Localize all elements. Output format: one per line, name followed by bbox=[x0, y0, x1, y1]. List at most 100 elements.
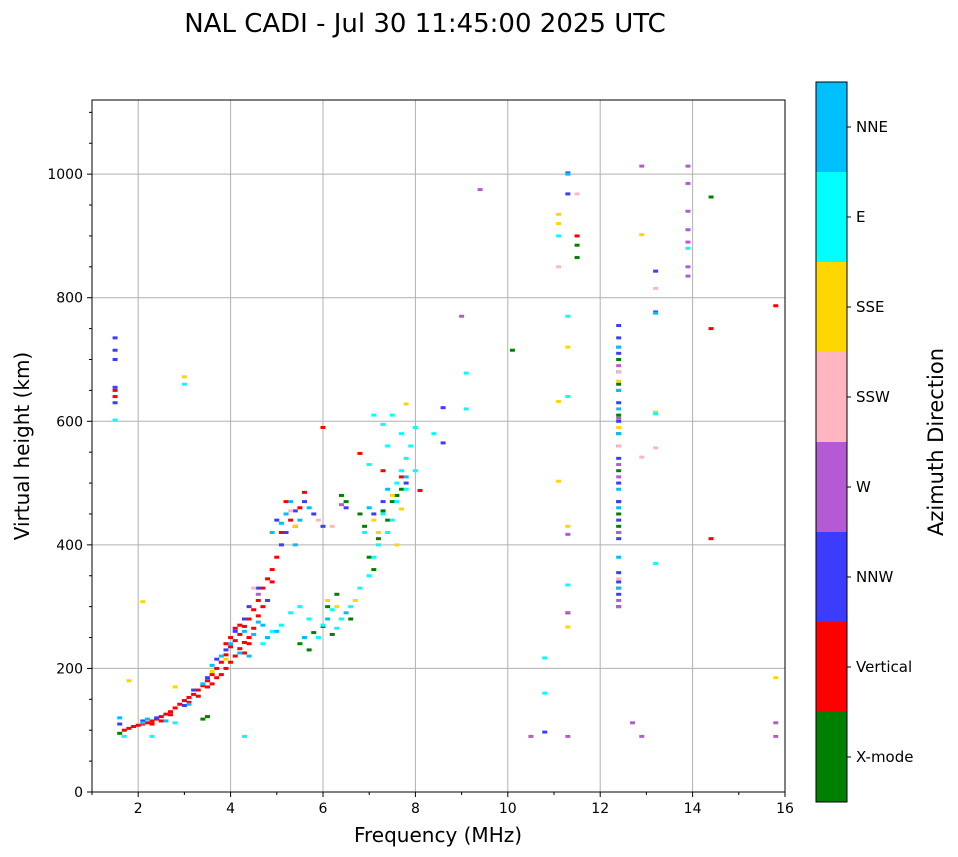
data-point bbox=[232, 626, 238, 630]
data-point bbox=[616, 416, 622, 420]
data-point bbox=[362, 531, 368, 534]
data-point bbox=[283, 500, 289, 504]
data-point bbox=[616, 345, 622, 349]
data-point bbox=[251, 632, 257, 636]
data-point bbox=[412, 425, 418, 429]
data-point bbox=[440, 441, 446, 445]
data-point bbox=[251, 626, 257, 630]
data-point bbox=[616, 531, 622, 534]
data-point bbox=[246, 617, 252, 621]
y-tick-label: 1000 bbox=[47, 167, 83, 183]
data-point bbox=[685, 164, 691, 168]
data-point bbox=[140, 721, 146, 725]
data-point bbox=[320, 524, 326, 528]
data-point bbox=[269, 568, 275, 572]
data-point bbox=[228, 636, 234, 640]
data-point bbox=[149, 722, 155, 726]
data-point bbox=[186, 702, 192, 706]
data-point bbox=[616, 432, 622, 436]
data-point bbox=[246, 605, 252, 609]
data-point bbox=[616, 379, 622, 383]
data-point bbox=[315, 636, 321, 640]
data-point bbox=[616, 401, 622, 405]
data-point bbox=[408, 444, 414, 448]
data-point bbox=[399, 469, 405, 473]
x-tick-label: 2 bbox=[134, 801, 143, 817]
data-point bbox=[574, 192, 580, 196]
data-point bbox=[565, 625, 571, 629]
data-point bbox=[616, 586, 622, 590]
data-point bbox=[403, 481, 409, 485]
data-point bbox=[274, 518, 280, 522]
data-point bbox=[158, 719, 164, 723]
data-point bbox=[565, 172, 571, 176]
data-point bbox=[112, 388, 118, 392]
data-point bbox=[232, 629, 238, 633]
data-point bbox=[269, 580, 275, 584]
data-point bbox=[556, 234, 562, 238]
data-point bbox=[246, 642, 252, 646]
data-point bbox=[616, 419, 622, 423]
data-point bbox=[205, 715, 210, 719]
data-point bbox=[205, 685, 210, 689]
colorbar-label: X-mode bbox=[856, 748, 913, 766]
data-point bbox=[685, 181, 691, 185]
data-point bbox=[163, 712, 169, 716]
data-point bbox=[126, 726, 132, 730]
data-point bbox=[394, 543, 400, 547]
data-point bbox=[241, 624, 247, 628]
data-point bbox=[223, 657, 229, 661]
data-point bbox=[366, 574, 372, 578]
data-point bbox=[168, 710, 174, 714]
data-point bbox=[177, 702, 183, 706]
data-point bbox=[352, 598, 358, 602]
data-point bbox=[403, 487, 409, 491]
data-point bbox=[556, 222, 562, 226]
data-point bbox=[616, 475, 622, 479]
data-point bbox=[205, 676, 210, 680]
data-point bbox=[708, 327, 714, 331]
plot-frame bbox=[91, 99, 786, 793]
data-point bbox=[556, 479, 562, 483]
data-point bbox=[241, 617, 247, 621]
data-point bbox=[685, 274, 691, 278]
data-point bbox=[334, 605, 340, 609]
data-point bbox=[542, 691, 548, 695]
data-point bbox=[237, 647, 243, 651]
data-point bbox=[112, 401, 118, 405]
data-point bbox=[237, 651, 243, 655]
data-point bbox=[223, 666, 229, 670]
data-point bbox=[218, 673, 224, 677]
data-point bbox=[255, 592, 261, 596]
data-point bbox=[357, 586, 363, 590]
data-point bbox=[214, 666, 220, 670]
data-point bbox=[565, 314, 571, 318]
data-point bbox=[565, 734, 571, 738]
data-point bbox=[616, 413, 622, 417]
data-point bbox=[302, 636, 308, 640]
data-point bbox=[685, 246, 691, 250]
data-point bbox=[528, 734, 534, 738]
data-point bbox=[334, 626, 340, 630]
data-point bbox=[371, 555, 377, 559]
data-point bbox=[255, 614, 261, 618]
data-point bbox=[283, 512, 289, 516]
data-point bbox=[685, 228, 691, 232]
data-point bbox=[149, 719, 155, 723]
data-point bbox=[616, 481, 622, 485]
data-point bbox=[144, 721, 150, 725]
data-point bbox=[371, 512, 377, 516]
data-point bbox=[223, 653, 229, 657]
series-e bbox=[112, 234, 691, 738]
grid bbox=[92, 100, 786, 793]
series-sse bbox=[126, 212, 779, 689]
data-point bbox=[366, 506, 372, 510]
data-point bbox=[265, 577, 271, 581]
data-point bbox=[283, 531, 289, 534]
colorbar-segment bbox=[816, 712, 847, 802]
series-ssw bbox=[251, 192, 659, 590]
data-point bbox=[112, 395, 118, 399]
data-point bbox=[154, 716, 160, 720]
y-tick-label: 800 bbox=[56, 291, 83, 307]
data-point bbox=[653, 286, 659, 290]
